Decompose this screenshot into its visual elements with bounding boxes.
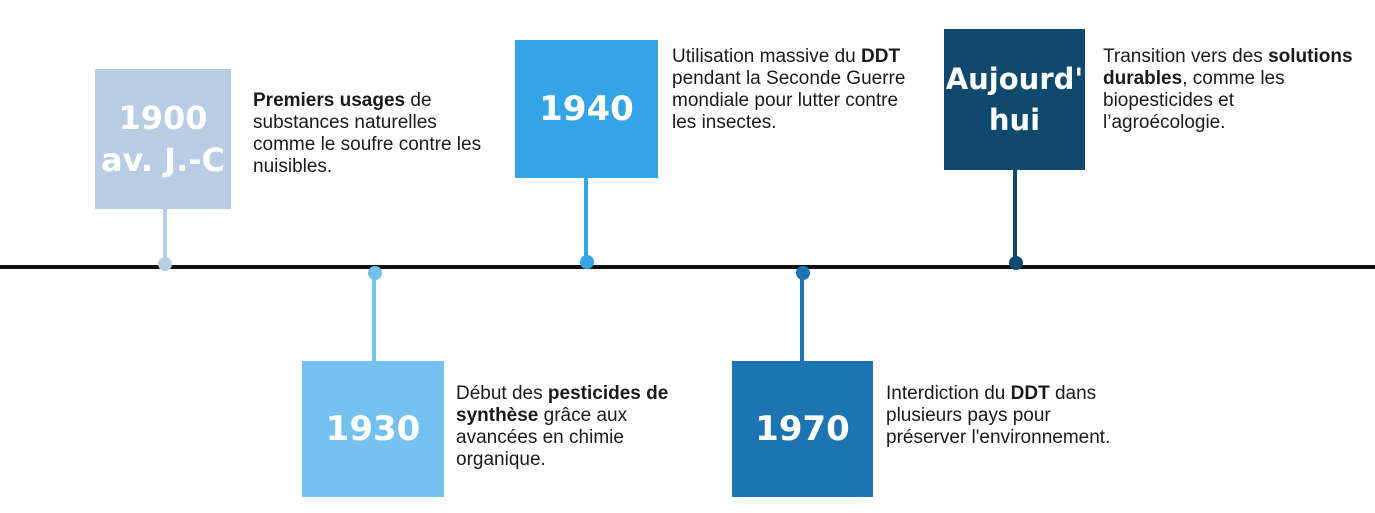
event-1940-year-box: 1940	[515, 40, 658, 178]
event-1940-highlight: DDT	[861, 46, 901, 67]
event-1970-text-after: dans plusieurs pays pour préserver l'env…	[886, 383, 1111, 448]
event-1970-text-before: Interdiction du	[886, 383, 1011, 404]
event-1940-description: Utilisation massive du DDT pendant la Se…	[672, 46, 912, 134]
event-today-year-line1: Aujourd'	[945, 61, 1084, 96]
event-1970-connector	[800, 272, 804, 361]
event-1900-year-line2: av. J.-C	[101, 141, 225, 179]
event-1940-text-before: Utilisation massive du	[672, 46, 862, 67]
event-1930-year-box: 1930	[302, 361, 444, 497]
event-today-description: Transition vers des solutions durables, …	[1103, 46, 1353, 134]
event-1930-highlight: pesticides de synthèse	[456, 383, 669, 426]
event-today-marker	[1009, 256, 1023, 270]
event-1930-connector	[372, 272, 376, 361]
event-1900-connector	[163, 209, 167, 265]
event-1940-marker	[580, 255, 594, 269]
event-1930-text-after: grâce aux avancées en chimie organique.	[456, 405, 628, 470]
event-1900-description: Premiers usages de substances naturelles…	[253, 90, 493, 178]
event-1900-marker	[158, 257, 172, 271]
event-1900-highlight: Premiers usages	[253, 90, 406, 111]
event-1970-marker	[796, 266, 810, 280]
event-1970-description: Interdiction du DDT dans plusieurs pays …	[886, 383, 1116, 449]
event-1970-year: 1970	[755, 409, 850, 449]
timeline-axis	[0, 265, 1375, 269]
event-1940-connector	[584, 178, 588, 262]
event-1930-text-before: Début des	[456, 383, 548, 404]
event-today-highlight: solutions durables	[1103, 46, 1353, 89]
event-1930-year: 1930	[325, 409, 421, 449]
event-today-year-line2: hui	[988, 102, 1041, 137]
event-today-text-before: Transition vers des	[1103, 46, 1269, 67]
event-today-text-after: , comme les biopesticides et l’agroécolo…	[1103, 68, 1285, 133]
event-1900-year-box: 1900 av. J.-C	[95, 69, 231, 209]
event-1930-description: Début des pesticides de synthèse grâce a…	[456, 383, 686, 471]
event-1930-marker	[368, 266, 382, 280]
event-1940-text-after: pendant la Seconde Guerre mondiale pour …	[672, 68, 906, 133]
event-1900-text: de substances naturelles comme le soufre…	[253, 90, 482, 177]
event-today-year-box: Aujourd' hui	[944, 29, 1085, 170]
event-1970-year-box: 1970	[732, 361, 873, 497]
event-1900-year-line1: 1900	[118, 99, 208, 137]
event-1940-year: 1940	[539, 89, 634, 129]
event-today-connector	[1013, 170, 1017, 262]
event-1970-highlight: DDT	[1010, 383, 1050, 404]
